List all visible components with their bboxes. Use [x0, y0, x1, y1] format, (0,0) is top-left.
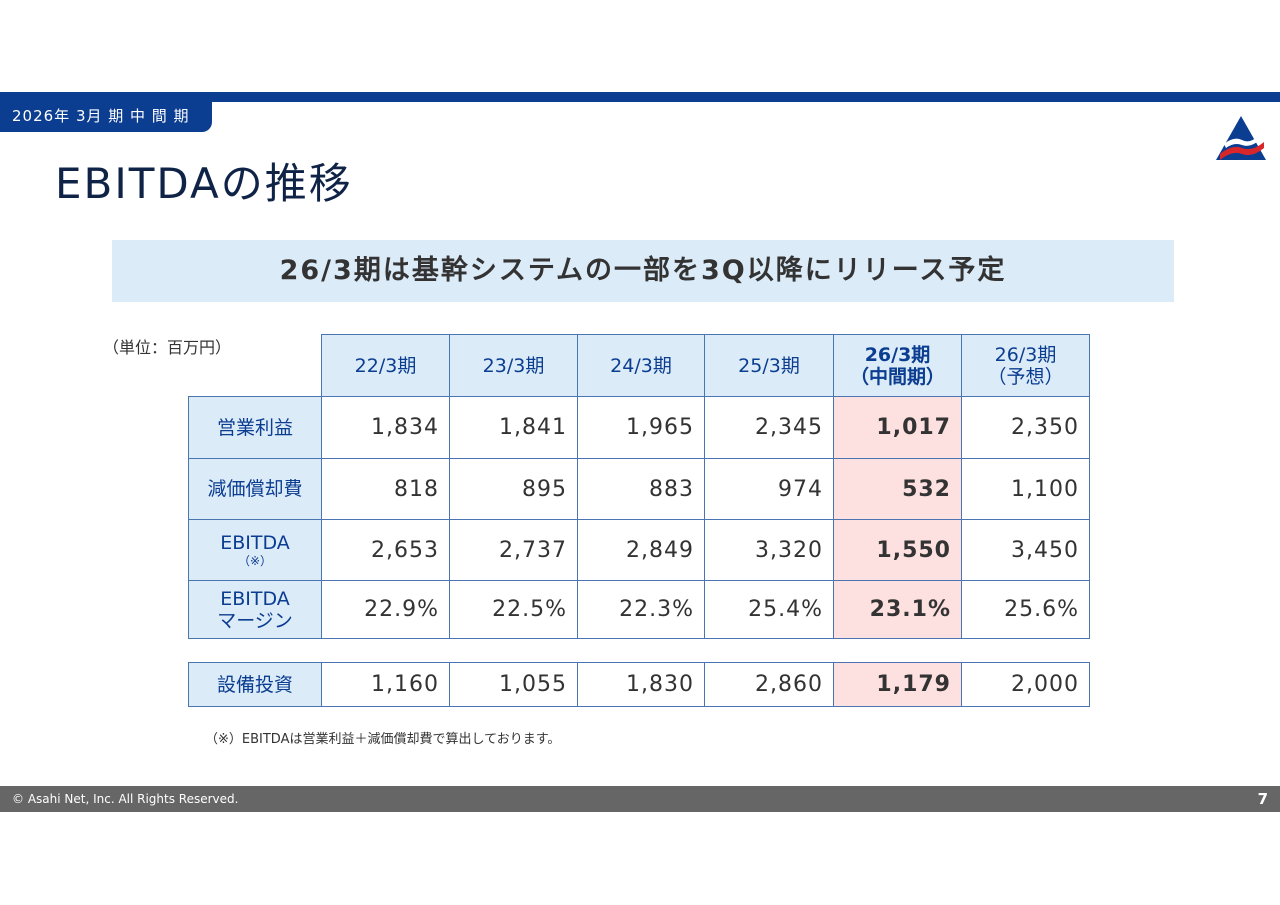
- ebitda-table: 22/3期 23/3期 24/3期 25/3期 26/3期 （中間期） 26/3期…: [188, 334, 1090, 639]
- table-row: 営業利益 1,834 1,841 1,965 2,345 1,017 2,350: [188, 396, 1090, 459]
- capex-table: 設備投資 1,160 1,055 1,830 2,860 1,179 2,000: [188, 662, 1090, 707]
- col-header: 22/3期: [321, 334, 450, 397]
- table-cell: 25.4%: [704, 580, 834, 639]
- footer-bar: © Asahi Net, Inc. All Rights Reserved. 7: [0, 786, 1280, 812]
- col-header-forecast: 26/3期 （予想）: [961, 334, 1090, 397]
- table-row: EBITDA （※） 2,653 2,737 2,849 3,320 1,550 …: [188, 519, 1090, 581]
- table-cell-highlight: 1,550: [833, 519, 962, 581]
- table-cell: 1,834: [321, 396, 450, 459]
- col-header: 24/3期: [577, 334, 705, 397]
- table-cell: 2,849: [577, 519, 705, 581]
- table-cell: 3,450: [961, 519, 1090, 581]
- table-cell: 883: [577, 458, 705, 520]
- top-accent-bar: [0, 92, 1280, 102]
- table-cell-highlight: 532: [833, 458, 962, 520]
- table-cell: 2,350: [961, 396, 1090, 459]
- table-cell: 3,320: [704, 519, 834, 581]
- table-cell: 2,737: [449, 519, 578, 581]
- table-cell: 1,841: [449, 396, 578, 459]
- table-cell-highlight: 23.1%: [833, 580, 962, 639]
- col-header: 25/3期: [704, 334, 834, 397]
- header-row: 22/3期 23/3期 24/3期 25/3期 26/3期 （中間期） 26/3期…: [189, 334, 1090, 397]
- table-cell: 25.6%: [961, 580, 1090, 639]
- unit-label: （単位：百万円）: [103, 338, 232, 357]
- table-cell: 974: [704, 458, 834, 520]
- row-label: EBITDA マージン: [188, 580, 322, 639]
- page-number: 7: [1257, 790, 1268, 808]
- table-cell: 22.3%: [577, 580, 705, 639]
- footnote: （※）EBITDAは営業利益＋減価償却費で算出しております。: [205, 732, 561, 747]
- table-cell: 2,653: [321, 519, 450, 581]
- table-row: EBITDA マージン 22.9% 22.5% 22.3% 25.4% 23.1%…: [188, 580, 1090, 639]
- table-corner: [189, 335, 322, 397]
- table-row: 減価償却費 818 895 883 974 532 1,100: [188, 458, 1090, 520]
- page-title: EBITDAの推移: [55, 159, 353, 208]
- copyright: © Asahi Net, Inc. All Rights Reserved.: [12, 792, 239, 806]
- table-row: 設備投資 1,160 1,055 1,830 2,860 1,179 2,000: [188, 662, 1090, 707]
- table-cell: 2,345: [704, 396, 834, 459]
- table-cell: 818: [321, 458, 450, 520]
- table-cell: 895: [449, 458, 578, 520]
- table-cell: 22.9%: [321, 580, 450, 639]
- row-label: 設備投資: [188, 662, 322, 707]
- headline-banner: 26/3期は基幹システムの一部を3Q以降にリリース予定: [112, 240, 1174, 302]
- row-label: 減価償却費: [188, 458, 322, 520]
- col-header-interim: 26/3期 （中間期）: [833, 334, 962, 397]
- table-cell-highlight: 1,017: [833, 396, 962, 459]
- table-cell: 1,055: [449, 662, 578, 707]
- period-tab: 2026年 3月 期 中 間 期: [0, 100, 212, 132]
- table-cell: 1,830: [577, 662, 705, 707]
- table-cell: 1,100: [961, 458, 1090, 520]
- table-cell: 1,965: [577, 396, 705, 459]
- company-logo-icon: [1216, 116, 1266, 160]
- table-cell: 22.5%: [449, 580, 578, 639]
- row-label: EBITDA （※）: [188, 519, 322, 581]
- row-label: 営業利益: [188, 396, 322, 459]
- table-cell: 2,860: [704, 662, 834, 707]
- table-cell: 2,000: [961, 662, 1090, 707]
- table-cell-highlight: 1,179: [833, 662, 962, 707]
- col-header: 23/3期: [449, 334, 578, 397]
- table-cell: 1,160: [321, 662, 450, 707]
